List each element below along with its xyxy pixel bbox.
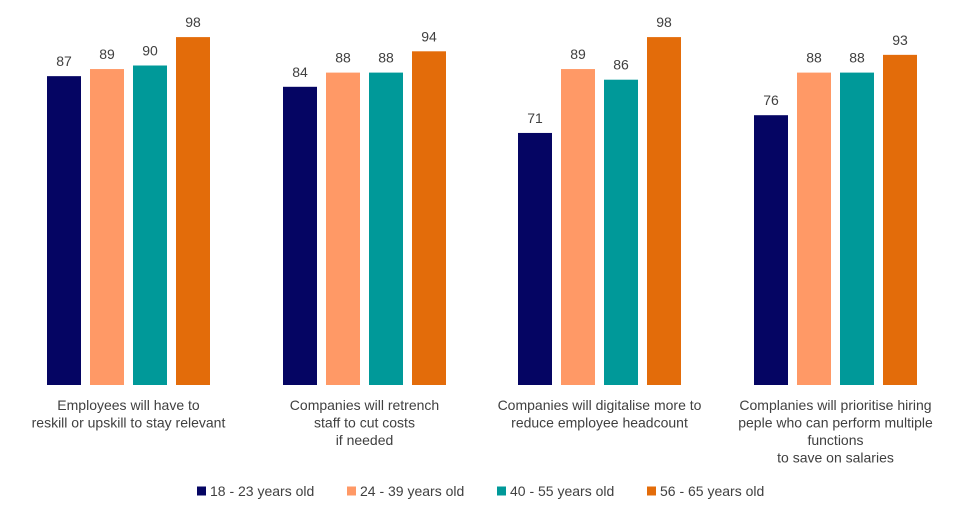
bar-value-label: 98 xyxy=(656,14,672,30)
bar-g0-s0 xyxy=(47,76,81,386)
bar-value-label: 86 xyxy=(613,57,629,73)
category-label-line: reduce employee headcount xyxy=(511,415,688,431)
category-label-line: Complanies will prioritise hiring xyxy=(739,397,931,413)
category-label-line: to save on salaries xyxy=(777,450,894,466)
bar-g3-s1 xyxy=(797,72,831,385)
legend-label: 24 - 39 years old xyxy=(360,483,464,499)
category-label-line: peple who can perform multiple xyxy=(738,415,933,431)
bar-g2-s3 xyxy=(647,37,681,385)
bar-g3-s0 xyxy=(754,115,788,385)
category-label-line: Companies will digitalise more to xyxy=(498,397,702,413)
bar-g0-s3 xyxy=(176,37,210,385)
bar-g1-s3 xyxy=(412,51,446,386)
legend-label: 40 - 55 years old xyxy=(510,483,614,499)
category-label-line: if needed xyxy=(336,432,394,448)
bar-value-label: 87 xyxy=(56,53,72,69)
category-label-line: Employees will have to xyxy=(57,397,200,413)
legend-swatch xyxy=(497,486,506,496)
bar-g3-s2 xyxy=(840,72,874,385)
bar-value-label: 93 xyxy=(892,32,908,48)
category-label-line: functions xyxy=(807,432,863,448)
value-labels-layer: 87 89 90 98 84 88 88 94 71 89 86 98 76 88 88 93 xyxy=(56,14,908,126)
bar-value-label: 88 xyxy=(849,50,865,66)
category-label: Employees will have to reskill or upskill… xyxy=(32,397,226,431)
legend-swatch xyxy=(647,486,656,496)
bars-layer xyxy=(47,37,917,386)
category-label: Companies will digitalise more to reduce … xyxy=(498,397,702,431)
bar-g1-s2 xyxy=(369,72,403,385)
bar-value-label: 98 xyxy=(185,14,201,30)
category-labels-layer: Employees will have to reskill or upskill… xyxy=(32,397,933,466)
bar-value-label: 94 xyxy=(421,28,437,44)
legend-label: 56 - 65 years old xyxy=(660,483,764,499)
bar-g0-s2 xyxy=(133,65,167,385)
bar-g1-s1 xyxy=(326,72,360,385)
bar-value-label: 76 xyxy=(763,92,779,108)
bar-g3-s3 xyxy=(883,54,917,385)
bar-value-label: 84 xyxy=(292,64,308,80)
legend: 18 - 23 years old 24 - 39 years old 40 - 5… xyxy=(197,483,764,499)
bar-g2-s2 xyxy=(604,79,638,385)
category-label-line: reskill or upskill to stay relevant xyxy=(32,415,226,431)
bar-value-label: 89 xyxy=(99,46,115,62)
category-label: Companies will retrench staff to cut cost… xyxy=(290,397,439,448)
category-label-line: staff to cut costs xyxy=(314,415,415,431)
bar-value-label: 88 xyxy=(378,50,394,66)
bar-value-label: 71 xyxy=(527,110,543,126)
bar-g0-s1 xyxy=(90,69,124,386)
bar-value-label: 88 xyxy=(335,50,351,66)
bar-g2-s1 xyxy=(561,69,595,386)
bar-value-label: 89 xyxy=(570,46,586,62)
legend-label: 18 - 23 years old xyxy=(210,483,314,499)
bar-g1-s0 xyxy=(283,86,317,386)
bar-value-label: 88 xyxy=(806,50,822,66)
legend-swatch xyxy=(347,486,356,496)
bar-value-label: 90 xyxy=(142,43,158,59)
category-label: Complanies will prioritise hiring peple w… xyxy=(738,397,933,466)
category-label-line: Companies will retrench xyxy=(290,397,439,413)
bar-g2-s0 xyxy=(518,132,552,385)
legend-swatch xyxy=(197,486,206,496)
